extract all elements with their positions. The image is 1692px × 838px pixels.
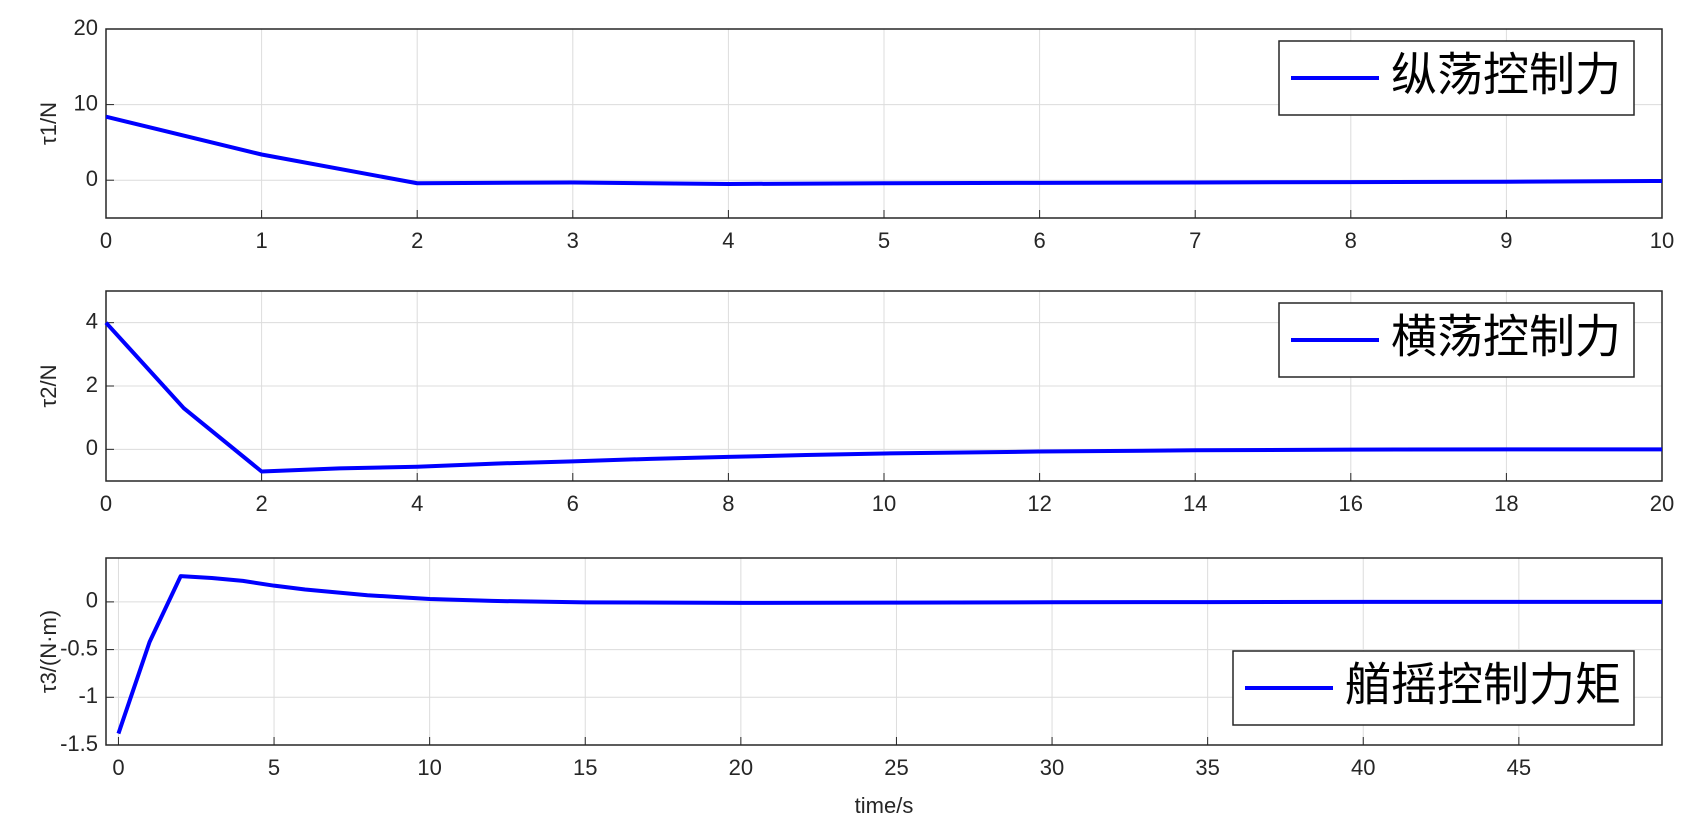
legend-label: 纵荡控制力: [1391, 50, 1621, 101]
x-tick-label: 0: [100, 228, 112, 253]
x-tick-label: 0: [112, 755, 124, 780]
x-axis-label: time/s: [855, 793, 914, 818]
y-tick-label: 4: [86, 308, 98, 333]
x-tick-label: 30: [1040, 755, 1064, 780]
y-axis-label: τ2/N: [36, 365, 61, 408]
legend: 艏摇控制力矩: [1232, 650, 1635, 726]
y-tick-label: 0: [86, 588, 98, 613]
x-tick-label: 4: [411, 491, 423, 516]
x-tick-label: 8: [1345, 228, 1357, 253]
subplot: 0 5 10 15 20 25 30 35 40 45 -1.5 -1 -0.5 0 τ3/(N·m) tim…: [36, 557, 1663, 818]
y-tick-label: 20: [74, 15, 98, 40]
x-tick-label: 2: [411, 228, 423, 253]
x-tick-label: 7: [1189, 228, 1201, 253]
y-axis-label: τ3/(N·m): [36, 610, 61, 693]
x-tick-label: 40: [1351, 755, 1375, 780]
x-tick-label: 20: [729, 755, 753, 780]
x-tick-label: 10: [1650, 228, 1674, 253]
x-tick-label: 12: [1027, 491, 1051, 516]
y-tick-label: 2: [86, 372, 98, 397]
x-tick-label: 3: [567, 228, 579, 253]
x-tick-label: 4: [722, 228, 734, 253]
y-tick-label: 0: [86, 435, 98, 460]
y-tick-label: -1.5: [60, 731, 98, 756]
y-axis-label: τ1/N: [36, 102, 61, 145]
data-line: [104, 321, 1662, 474]
x-tick-label: 25: [884, 755, 908, 780]
legend-label: 横荡控制力: [1391, 312, 1621, 363]
x-tick-label: 5: [878, 228, 890, 253]
x-tick-label: 5: [268, 755, 280, 780]
x-tick-label: 2: [255, 491, 267, 516]
x-tick-label: 9: [1500, 228, 1512, 253]
x-tick-label: 18: [1494, 491, 1518, 516]
x-tick-label: 15: [573, 755, 597, 780]
legend: 横荡控制力: [1278, 302, 1635, 378]
subplot: 0 1 2 3 4 5 6 7 8 9 10 0 10 20 τ1/N 纵荡控制力: [36, 15, 1674, 253]
x-tick-label: 45: [1507, 755, 1531, 780]
x-tick-label: 1: [255, 228, 267, 253]
x-tick-label: 35: [1195, 755, 1219, 780]
data-line: [116, 574, 1662, 735]
x-tick-label: 20: [1650, 491, 1674, 516]
x-tick-label: 16: [1339, 491, 1363, 516]
axes-frame: [105, 557, 1663, 746]
data-line: [105, 114, 1663, 186]
x-tick-label: 0: [100, 491, 112, 516]
x-tick-label: 6: [1033, 228, 1045, 253]
y-tick-label: -1: [78, 683, 98, 708]
subplot: 0 2 4 6 8 10 12 14 16 18 20 0 2 4 τ2/N 横荡控制力: [36, 290, 1674, 516]
x-tick-label: 14: [1183, 491, 1207, 516]
x-tick-label: 10: [872, 491, 896, 516]
y-tick-label: 10: [74, 90, 98, 115]
y-tick-label: -0.5: [60, 635, 98, 660]
legend: 纵荡控制力: [1278, 40, 1635, 116]
x-tick-label: 8: [722, 491, 734, 516]
axes-frame: [105, 28, 1663, 219]
y-tick-label: 0: [86, 166, 98, 191]
axes-frame: [105, 290, 1663, 482]
legend-label: 艏摇控制力矩: [1345, 660, 1621, 711]
x-tick-label: 6: [567, 491, 579, 516]
x-tick-label: 10: [417, 755, 441, 780]
